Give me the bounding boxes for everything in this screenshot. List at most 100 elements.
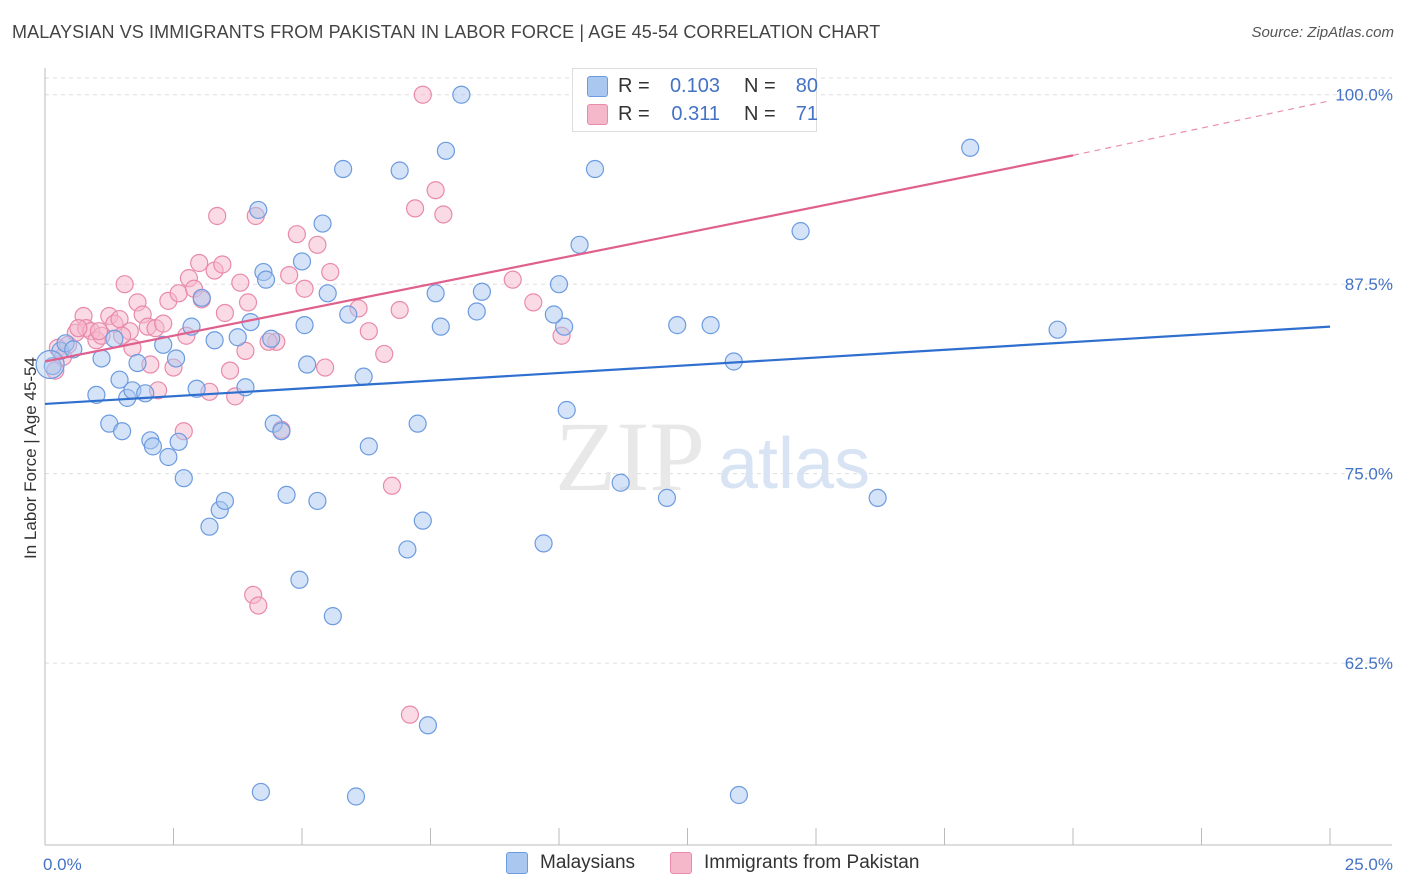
series-legend: Malaysians Immigrants from Pakistan bbox=[0, 852, 1406, 878]
malaysians-point bbox=[110, 370, 129, 389]
malaysians-point bbox=[308, 491, 327, 511]
malaysians-point bbox=[334, 159, 353, 179]
stats-row-pakistan: R = 0.311 N = 71 bbox=[587, 101, 818, 127]
malaysians-point bbox=[313, 214, 332, 233]
legend-swatch-pink bbox=[670, 852, 692, 874]
legend-swatch-blue bbox=[506, 852, 528, 874]
malaysians-point bbox=[557, 400, 576, 420]
r-value: 0.103 bbox=[669, 74, 720, 97]
malaysians-point bbox=[452, 85, 471, 104]
malaysians-point bbox=[143, 437, 163, 456]
pakistan-point bbox=[405, 199, 425, 218]
pakistan-point bbox=[169, 284, 188, 303]
pakistan-point bbox=[236, 341, 255, 360]
malaysians-point bbox=[112, 422, 132, 441]
y-axis-label: In Labor Force | Age 45-54 bbox=[21, 357, 40, 559]
malaysians-point bbox=[249, 200, 268, 220]
malaysians-point bbox=[251, 782, 270, 802]
malaysians-point bbox=[192, 288, 211, 307]
malaysians-point bbox=[408, 414, 427, 433]
pakistan-point bbox=[321, 262, 340, 282]
malaysians-point bbox=[262, 329, 281, 348]
malaysians-point bbox=[346, 787, 366, 806]
r-label: R = bbox=[618, 102, 650, 125]
y-tick-labels: 62.5% 75.0% 87.5% 100.0% bbox=[1335, 86, 1393, 673]
pakistan-point bbox=[287, 225, 306, 244]
malaysians-point bbox=[154, 335, 173, 354]
malaysians-point bbox=[668, 316, 687, 335]
legend-item-malaysians: Malaysians bbox=[506, 852, 635, 874]
source-label: Source: ZipAtlas.com bbox=[1251, 24, 1394, 41]
malaysians-point bbox=[205, 331, 224, 350]
series-malaysians-points bbox=[35, 85, 1067, 806]
stats-legend: R = 0.103 N = 80 R = 0.311 N = 71 bbox=[572, 68, 818, 132]
legend-label-pakistan: Immigrants from Pakistan bbox=[704, 852, 920, 873]
pakistan-point bbox=[434, 205, 453, 224]
pakistan-point bbox=[69, 319, 88, 338]
malaysians-point bbox=[791, 222, 810, 241]
pakistan-point bbox=[249, 596, 268, 615]
pakistan-point bbox=[503, 270, 522, 289]
pakistan-point bbox=[382, 476, 402, 495]
pakistan-point bbox=[308, 235, 327, 254]
malaysians-point bbox=[570, 235, 589, 254]
malaysians-point bbox=[611, 473, 630, 492]
pakistan-point bbox=[215, 303, 234, 323]
n-value: 71 bbox=[795, 102, 818, 125]
pakistan-point bbox=[359, 322, 378, 341]
pakistan-point bbox=[115, 275, 134, 294]
malaysians-point bbox=[215, 491, 234, 511]
trend-line-pakistan-extension bbox=[1072, 100, 1331, 156]
malaysians-point bbox=[159, 447, 178, 467]
malaysians-point bbox=[472, 282, 491, 301]
malaysians-point bbox=[549, 275, 569, 294]
pakistan-point bbox=[390, 300, 409, 320]
pakistan-point bbox=[426, 181, 445, 200]
malaysians-point bbox=[868, 488, 887, 508]
legend-swatch-blue bbox=[587, 75, 608, 97]
malaysians-point bbox=[431, 317, 450, 336]
malaysians-point bbox=[87, 385, 106, 404]
malaysians-point bbox=[418, 716, 438, 735]
pakistan-point bbox=[524, 293, 543, 312]
legend-swatch-pink bbox=[587, 103, 608, 125]
malaysians-point bbox=[200, 517, 219, 536]
pakistan-point bbox=[316, 358, 335, 377]
malaysians-point bbox=[398, 540, 417, 559]
malaysians-point bbox=[413, 511, 432, 530]
n-label: N = bbox=[744, 102, 776, 125]
stats-row-malaysians: R = 0.103 N = 80 bbox=[587, 73, 818, 99]
malaysians-point bbox=[467, 302, 486, 321]
malaysians-point bbox=[318, 284, 337, 303]
pakistan-point bbox=[154, 314, 173, 333]
malaysians-point bbox=[961, 138, 980, 157]
pakistan-point bbox=[190, 253, 209, 273]
malaysians-point bbox=[339, 305, 358, 324]
n-label: N = bbox=[744, 74, 776, 97]
pakistan-point bbox=[213, 255, 232, 274]
malaysians-point bbox=[555, 317, 574, 336]
malaysians-point bbox=[64, 340, 83, 359]
malaysians-point bbox=[390, 161, 409, 180]
r-label: R = bbox=[618, 74, 650, 97]
malaysians-point bbox=[292, 252, 312, 271]
pakistan-point bbox=[280, 266, 299, 285]
y-tick-label: 100.0% bbox=[1335, 86, 1393, 105]
trend-lines bbox=[44, 100, 1331, 406]
y-tick-label: 75.0% bbox=[1345, 465, 1393, 484]
malaysians-point bbox=[187, 379, 206, 398]
pakistan-point bbox=[400, 705, 420, 724]
watermark-zip: ZIP bbox=[555, 401, 705, 512]
n-value: 80 bbox=[795, 74, 818, 97]
trend-line-malaysians bbox=[44, 325, 1331, 406]
pakistan-point bbox=[295, 279, 314, 298]
malaysians-point bbox=[1048, 320, 1067, 339]
malaysians-point bbox=[295, 316, 314, 335]
malaysians-point bbox=[105, 329, 124, 348]
malaysians-point bbox=[169, 432, 188, 451]
malaysians-point bbox=[729, 785, 749, 805]
malaysians-point bbox=[277, 485, 296, 504]
legend-item-pakistan: Immigrants from Pakistan bbox=[670, 852, 919, 874]
pakistan-point bbox=[375, 344, 394, 364]
